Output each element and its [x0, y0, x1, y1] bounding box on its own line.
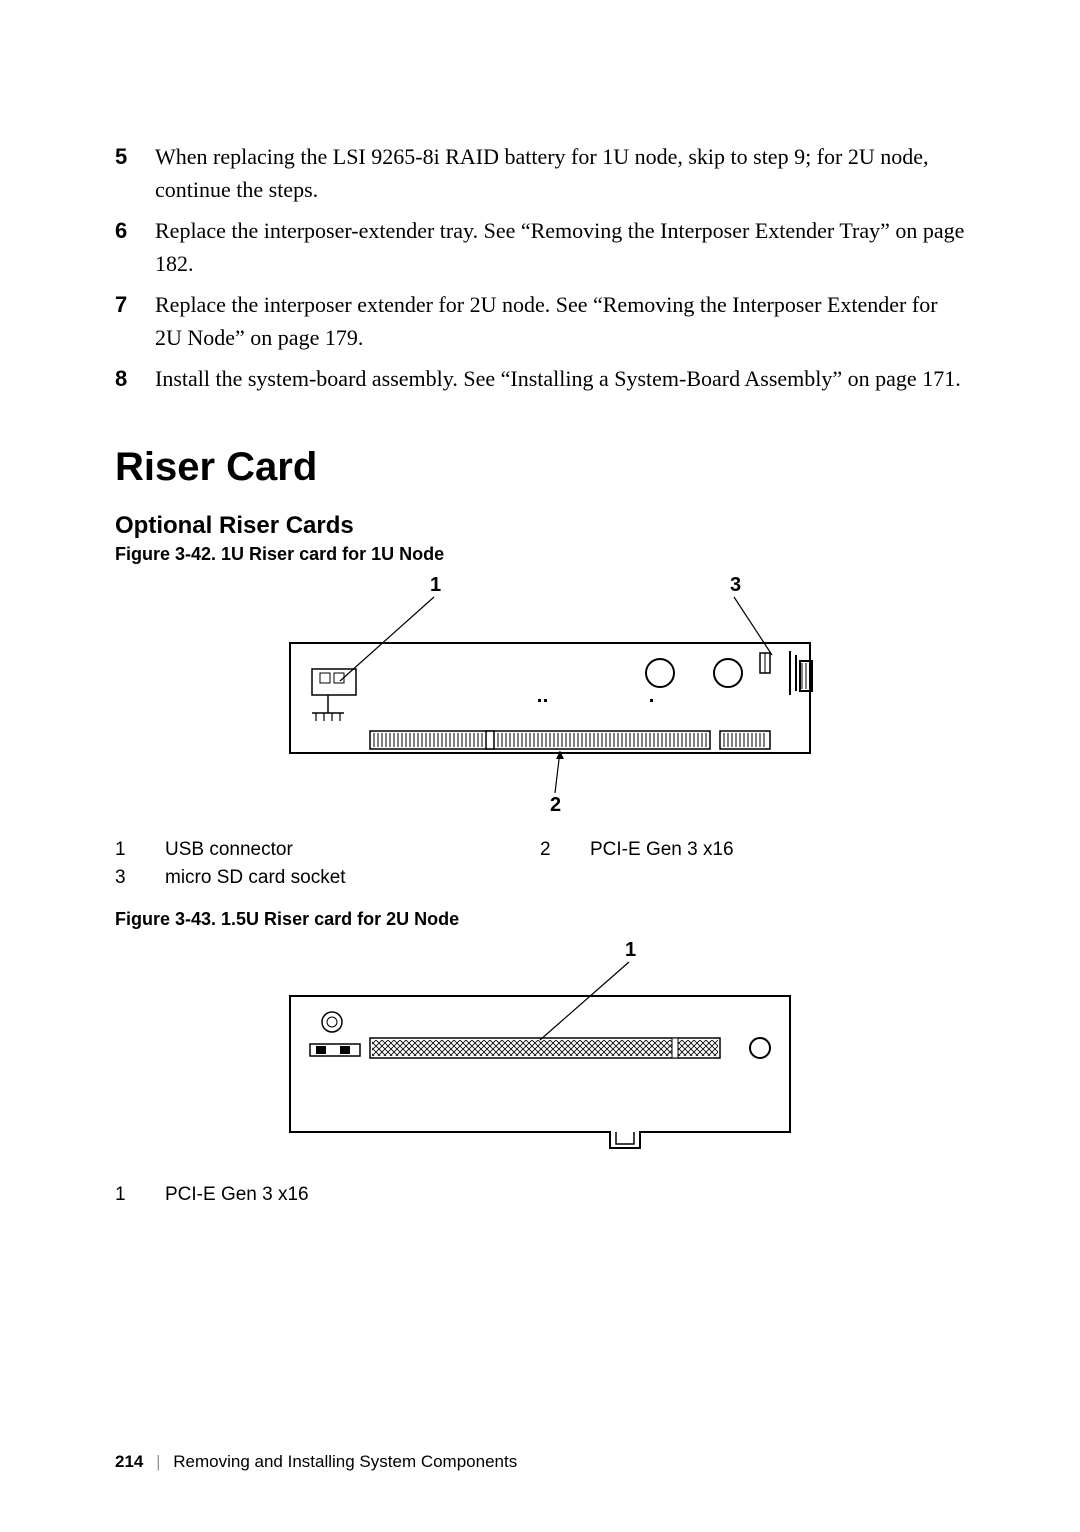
step-item: 7 Replace the interposer extender for 2U…: [115, 288, 965, 354]
figure2-diagram: 1: [115, 938, 965, 1168]
section-heading: Riser Card: [115, 445, 965, 490]
figure1-legend: 1 USB connector 2 PCI-E Gen 3 x16 3 micr…: [115, 839, 965, 889]
step-item: 8 Install the system-board assembly. See…: [115, 362, 965, 395]
legend-num: 1: [115, 839, 165, 861]
figure2-caption: Figure 3-43. 1.5U Riser card for 2U Node: [115, 909, 965, 930]
step-number: 5: [115, 140, 155, 206]
figure1-diagram: 1 3: [115, 573, 965, 823]
figure2-legend: 1 PCI-E Gen 3 x16: [115, 1184, 965, 1206]
step-number: 8: [115, 362, 155, 395]
step-text: Install the system-board assembly. See “…: [155, 362, 961, 395]
figure1-caption: Figure 3-42. 1U Riser card for 1U Node: [115, 544, 965, 565]
step-number: 6: [115, 214, 155, 280]
step-number: 7: [115, 288, 155, 354]
legend-text: PCI-E Gen 3 x16: [590, 839, 965, 861]
footer-page-number: 214: [115, 1452, 143, 1471]
legend-num: 2: [540, 839, 590, 861]
legend-text: USB connector: [165, 839, 540, 861]
legend-row: 3 micro SD card socket: [115, 867, 965, 889]
legend-text: micro SD card socket: [165, 867, 965, 889]
step-text: Replace the interposer-extender tray. Se…: [155, 214, 965, 280]
footer-separator: |: [156, 1452, 160, 1471]
step-text: Replace the interposer extender for 2U n…: [155, 288, 965, 354]
callout-3-label: 3: [730, 574, 741, 596]
step-item: 6 Replace the interposer-extender tray. …: [115, 214, 965, 280]
step-text: When replacing the LSI 9265-8i RAID batt…: [155, 140, 965, 206]
page-footer: 214 | Removing and Installing System Com…: [115, 1452, 517, 1472]
step-item: 5 When replacing the LSI 9265-8i RAID ba…: [115, 140, 965, 206]
callout2-1-label: 1: [625, 939, 636, 961]
legend-text: PCI-E Gen 3 x16: [165, 1184, 965, 1206]
legend-num: 1: [115, 1184, 165, 1206]
legend-row: 1 PCI-E Gen 3 x16: [115, 1184, 965, 1206]
callout-1-label: 1: [430, 574, 441, 596]
legend-row: 1 USB connector 2 PCI-E Gen 3 x16: [115, 839, 965, 861]
subsection-heading: Optional Riser Cards: [115, 512, 965, 540]
callout-2-label: 2: [550, 794, 561, 816]
instruction-steps: 5 When replacing the LSI 9265-8i RAID ba…: [115, 140, 965, 395]
footer-section-title: Removing and Installing System Component…: [173, 1452, 517, 1471]
legend-num: 3: [115, 867, 165, 889]
